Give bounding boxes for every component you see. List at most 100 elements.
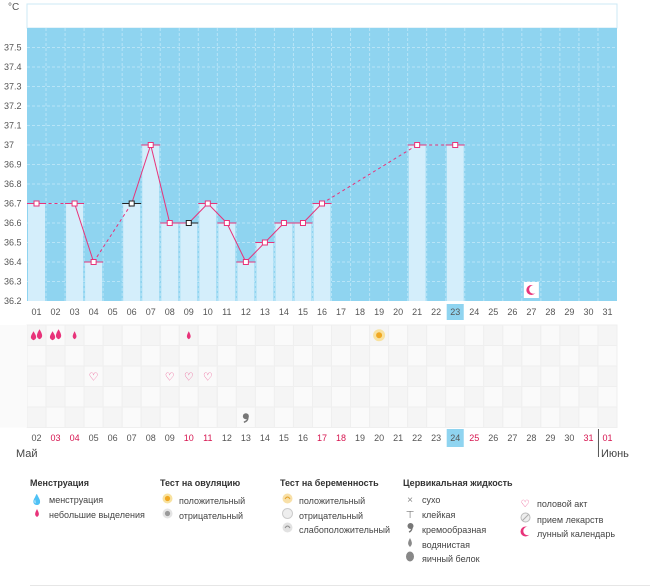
x-tick-label-17: 17: [336, 307, 346, 317]
legend-item-intercourse: ♡ половой акт: [518, 497, 615, 512]
legend-item-menstruation: 💧 менструация: [30, 493, 145, 508]
symptom-cell-1-25: [483, 345, 504, 367]
bottom-day-label-15: 17: [317, 433, 327, 443]
bottom-day-label-10: 12: [222, 433, 232, 443]
y-tick-label-37.4: 37.4: [4, 62, 22, 72]
legend-label-pregnancy-weak: слабоположительный: [299, 525, 391, 535]
legend-ovulation: Тест на овуляцию положительный отрицател…: [160, 478, 245, 522]
symptom-cell-1-6: [121, 345, 142, 367]
symptom-cell-3-1: [26, 386, 47, 408]
symptom-cell-2-15: [292, 365, 313, 387]
symptom-cell-4-2: [45, 406, 66, 428]
legend-label-ovulation-positive: положительный: [179, 496, 246, 506]
symptom-ovulation-positive-icon-day-19: [373, 329, 386, 342]
symptom-cell-3-11: [216, 386, 237, 408]
x-tick-label-06: 06: [127, 307, 137, 317]
x-tick-label-19: 19: [374, 307, 384, 317]
symptom-cell-1-4: [83, 345, 104, 367]
legend-label-lunar: лунный календарь: [537, 529, 616, 539]
bottom-day-label-3: 05: [89, 433, 99, 443]
x-tick-label-10: 10: [203, 307, 213, 317]
x-tick-label-15: 15: [298, 307, 308, 317]
symptom-cell-1-15: [292, 345, 313, 367]
bar-day-08: [161, 223, 179, 301]
heart-icon: ♡: [520, 499, 530, 510]
y-tick-label-36.6: 36.6: [4, 218, 22, 228]
symptom-cell-3-30: [578, 386, 599, 408]
watery-drop-icon: [403, 537, 417, 554]
y-tick-label-36.9: 36.9: [4, 160, 22, 170]
legend-label-creamy: кремообразная: [422, 525, 487, 535]
symptom-cell-4-20: [388, 406, 409, 428]
svg-text:♡: ♡: [203, 371, 213, 383]
bottom-day-label-21: 23: [431, 433, 441, 443]
point-day-12: [242, 259, 249, 265]
symptom-cell-2-1: [26, 365, 47, 387]
symptom-cell-1-21: [407, 345, 428, 367]
symptom-cell-1-20: [388, 345, 409, 367]
symptom-cell-1-2: [45, 345, 66, 367]
symptom-cell-1-31: [597, 345, 618, 367]
point-day-11: [223, 220, 230, 226]
bottom-day-label-13: 15: [279, 433, 289, 443]
temperature-chart: 36.2 36.3 36.4 36.5 36.6 36.7 36.8 36.9 37 37.1 37…: [4, 2, 630, 460]
legend-label-medication: прием лекарств: [537, 514, 604, 525]
symptom-cell-4-17: [331, 406, 352, 428]
symptom-cell-4-10: [197, 406, 218, 428]
x-tick-label-13: 13: [260, 307, 270, 317]
segment-10-11: [207, 203, 228, 224]
x-tick-label-08: 08: [165, 307, 175, 317]
legend-item-egg-white: яичный белок: [403, 551, 513, 566]
symptom-cell-1-18: [350, 345, 371, 367]
x-tick-label-28: 28: [545, 307, 555, 317]
ovulation-positive-icon: [160, 493, 174, 510]
symptom-cell-3-14: [273, 386, 294, 408]
x-tick-label-29: 29: [564, 307, 574, 317]
bottom-day-label-11: 13: [241, 433, 251, 443]
y-tick-label-37.3: 37.3: [4, 82, 22, 92]
symptom-cell-3-29: [559, 386, 580, 408]
y-tick-label-36.5: 36.5: [4, 238, 22, 248]
symptom-cell-4-16: [311, 406, 333, 428]
symptom-cell-2-16: [311, 365, 333, 387]
point-day-15: [299, 220, 306, 226]
x-tick-label-31: 31: [602, 307, 612, 317]
point-day-10: [204, 200, 211, 207]
point-day-03: [71, 200, 78, 207]
symptom-cell-2-29: [559, 365, 580, 387]
x-tick-label-21: 21: [412, 307, 422, 317]
point-day-14: [280, 220, 287, 226]
symptom-cell-0-7: [140, 324, 161, 346]
symptom-cell-3-24: [464, 386, 485, 408]
symptom-cell-0-27: [521, 324, 542, 346]
point-day-01: [33, 200, 40, 207]
symptom-cell-3-25: [483, 386, 504, 408]
bar-day-13: [256, 242, 274, 301]
symptom-cell-1-26: [502, 345, 523, 367]
svg-text:♡: ♡: [184, 371, 194, 383]
bar-day-01: [28, 203, 46, 301]
symptom-cell-1-7: [140, 345, 161, 367]
symptom-cell-2-28: [540, 365, 561, 387]
symptom-cell-4-19: [369, 406, 390, 428]
legend-label-pregnancy-negative: отрицательный: [299, 510, 364, 521]
legend-cervical-title: Цервикальная жидкость: [403, 478, 513, 488]
symptom-cell-0-31: [597, 324, 618, 346]
symptom-cell-4-8: [159, 406, 180, 428]
symptom-cell-2-22: [426, 365, 447, 387]
symptom-cell-4-13: [254, 406, 275, 428]
bar-day-14: [275, 223, 293, 301]
symptom-cell-2-14: [273, 365, 294, 387]
svg-text:♡: ♡: [89, 371, 99, 383]
y-tick-label-36.8: 36.8: [4, 179, 22, 189]
legend-item-pregnancy-negative: отрицательный: [280, 507, 390, 523]
symptom-cell-2-2: [45, 365, 66, 387]
symptom-cell-0-16: [311, 324, 333, 346]
symptom-cell-4-26: [502, 406, 523, 428]
bar-day-04: [85, 262, 103, 301]
symptom-cell-4-28: [540, 406, 561, 428]
symptom-cell-3-28: [540, 386, 561, 408]
symptom-cell-1-28: [540, 345, 561, 367]
x-axis-labels: 01 02 03 04 05 06 07 08 09 10 11 12 13 14 15 16 17 18 19 20…: [32, 304, 612, 320]
segment-13-14: [264, 222, 285, 243]
